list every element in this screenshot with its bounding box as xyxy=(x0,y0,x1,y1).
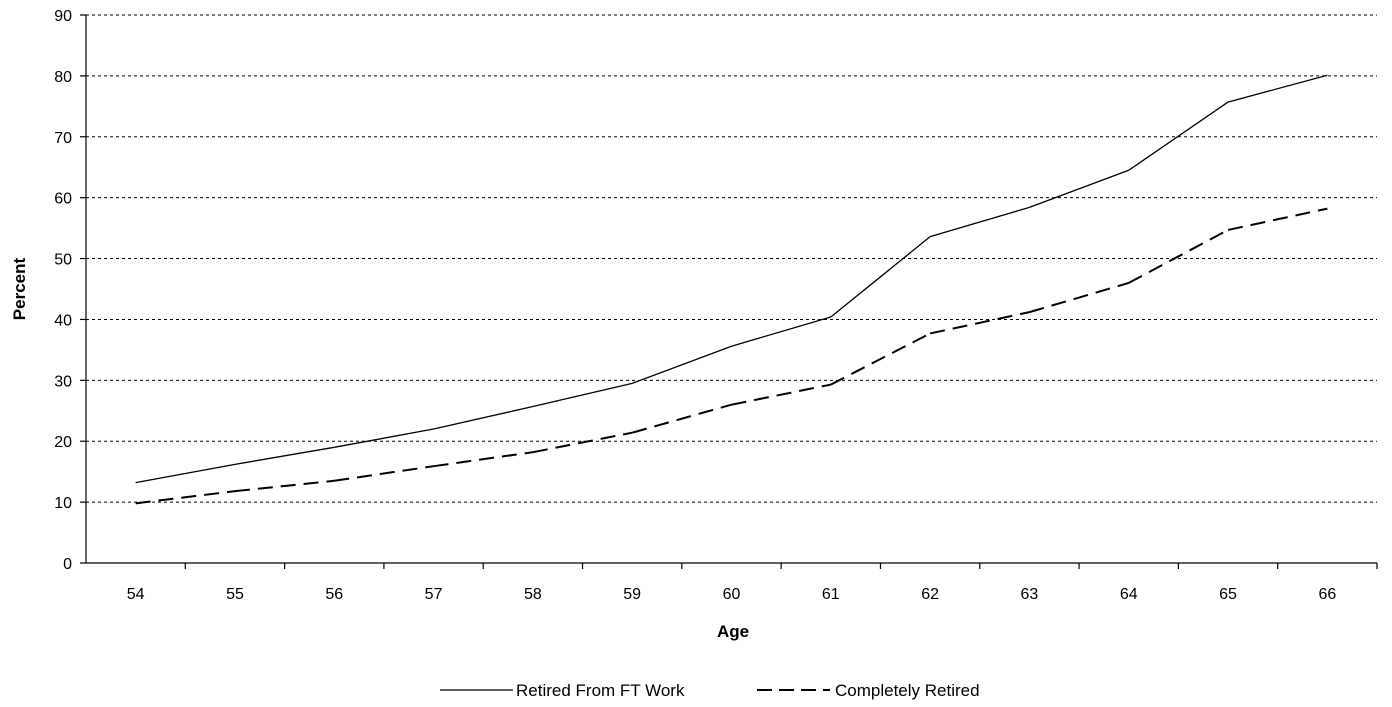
line-segment-completely-retired xyxy=(234,479,335,493)
line-segment-retired-from-ft-work xyxy=(532,382,633,408)
line-segment-retired-from-ft-work xyxy=(433,405,534,430)
line-segment-completely-retired xyxy=(830,332,931,386)
y-tick-label: 90 xyxy=(54,8,72,25)
y-ticks: 0 10 20 30 40 50 60 70 80 90 xyxy=(54,8,86,573)
line-segment-completely-retired xyxy=(433,451,534,468)
line-segment-retired-from-ft-work xyxy=(731,316,831,347)
x-ticks: 54 55 56 57 58 59 60 61 62 63 64 65 66 xyxy=(127,563,1378,603)
line-segment-retired-from-ft-work xyxy=(1227,74,1328,103)
legend-label-retired-from-ft-work: Retired From FT Work xyxy=(516,681,685,700)
x-tick-label: 55 xyxy=(226,586,244,603)
y-tick-label: 10 xyxy=(54,495,72,512)
line-segment-completely-retired xyxy=(631,403,732,434)
y-tick-label: 70 xyxy=(54,130,72,147)
x-tick-label: 60 xyxy=(723,586,741,603)
y-tick-label: 40 xyxy=(54,312,72,329)
line-segment-completely-retired xyxy=(532,431,633,454)
y-tick-label: 60 xyxy=(54,191,72,208)
y-tick-label: 80 xyxy=(54,69,72,86)
line-segment-retired-from-ft-work xyxy=(234,446,335,466)
x-tick-label: 58 xyxy=(524,586,542,603)
x-tick-label: 56 xyxy=(325,586,343,603)
line-segment-completely-retired xyxy=(929,311,1030,335)
line-segment-retired-from-ft-work xyxy=(334,428,434,448)
y-tick-label: 30 xyxy=(54,373,72,390)
legend: Retired From FT Work Completely Retired xyxy=(440,681,980,700)
series-retired-from-ft-work xyxy=(135,74,1328,484)
line-segment-retired-from-ft-work xyxy=(1128,101,1229,171)
x-tick-label: 54 xyxy=(127,586,145,603)
line-segment-completely-retired xyxy=(1029,281,1130,314)
legend-label-completely-retired: Completely Retired xyxy=(835,681,980,700)
x-axis-title: Age xyxy=(717,622,749,641)
line-segment-retired-from-ft-work xyxy=(631,345,732,384)
gridlines xyxy=(86,14,1377,503)
x-tick-label: 66 xyxy=(1318,586,1336,603)
x-tick-label: 65 xyxy=(1219,586,1237,603)
x-tick-label: 64 xyxy=(1120,586,1138,603)
y-tick-label: 0 xyxy=(63,556,72,573)
line-segment-completely-retired xyxy=(731,383,832,406)
y-tick-label: 50 xyxy=(54,252,72,269)
line-segment-retired-from-ft-work xyxy=(1029,169,1129,209)
y-axis-title: Percent xyxy=(10,257,29,320)
x-tick-label: 63 xyxy=(1021,586,1039,603)
line-segment-completely-retired xyxy=(1128,229,1229,284)
axes xyxy=(85,15,1377,564)
x-tick-label: 59 xyxy=(623,586,641,603)
line-segment-retired-from-ft-work xyxy=(830,236,931,318)
series-completely-retired xyxy=(135,207,1328,505)
y-tick-label: 20 xyxy=(54,434,72,451)
line-segment-completely-retired xyxy=(334,465,434,482)
x-tick-label: 61 xyxy=(822,586,840,603)
x-tick-label: 62 xyxy=(921,586,939,603)
line-segment-retired-from-ft-work xyxy=(929,206,1030,238)
line-segment-retired-from-ft-work xyxy=(135,463,236,484)
x-tick-label: 57 xyxy=(425,586,443,603)
series xyxy=(135,74,1328,505)
line-segment-completely-retired xyxy=(135,490,236,505)
line-segment-completely-retired xyxy=(1227,207,1328,231)
